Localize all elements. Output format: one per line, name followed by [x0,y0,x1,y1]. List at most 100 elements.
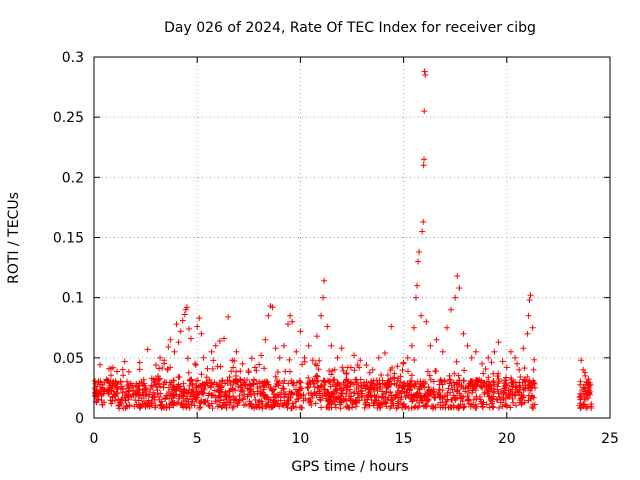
data-point [175,339,182,346]
data-point-noise [193,394,200,401]
data-point [216,337,223,344]
data-point [586,384,593,391]
data-point [276,354,283,361]
data-point-noise [374,380,381,387]
data-point-noise [390,402,397,409]
data-point-noise [222,402,229,409]
data-point-noise [188,390,195,397]
data-point-noise [529,401,536,408]
data-point-noise [317,396,324,403]
data-point-noise [587,391,594,398]
data-point-noise [312,400,319,407]
data-point [121,392,128,399]
data-point [258,352,265,359]
data-point [468,354,475,361]
data-point-noise [357,388,364,395]
data-point [305,342,312,349]
data-point-noise [347,386,354,393]
data-point-noise [482,382,489,389]
data-point-noise [142,391,149,398]
data-point [580,366,587,373]
data-point-noise [513,383,520,390]
data-point-noise [473,377,480,384]
data-point-noise [202,398,209,405]
data-point-noise [271,402,278,409]
data-point-noise [443,398,450,405]
data-point-noise [483,378,490,385]
data-point-noise [233,377,240,384]
data-point-noise [496,404,503,411]
data-point-noise [524,373,531,380]
data-point-noise [309,392,316,399]
data-point-noise [157,390,164,397]
data-point-noise [479,404,486,411]
data-point-noise [389,364,396,371]
data-point-noise [397,378,404,385]
data-point-noise [248,403,255,410]
data-point-noise [473,382,480,389]
data-point-noise [521,365,528,372]
data-point [357,357,364,364]
data-point-noise [170,377,177,384]
data-point [344,364,351,371]
data-point-noise [253,367,260,374]
data-point-noise [391,370,398,377]
data-point-noise [342,377,349,384]
data-point [212,342,219,349]
data-point-noise [479,403,486,410]
data-point-noise [274,369,281,376]
data-point-noise [512,379,519,386]
data-point-noise [497,399,504,406]
data-point [229,357,236,364]
data-point-noise [586,390,593,397]
data-point-noise [391,380,398,387]
data-point-noise [526,382,533,389]
data-point-noise [478,383,485,390]
data-marks [91,68,595,412]
data-point-noise [203,374,210,381]
data-point-noise [248,392,255,399]
data-point-noise [339,364,346,371]
data-point-noise [304,380,311,387]
data-point-noise [240,395,247,402]
data-point [400,359,407,366]
data-point-noise [331,376,338,383]
data-point-noise [332,404,339,411]
data-point-noise [333,389,340,396]
data-point-noise [495,390,502,397]
data-point [208,348,215,355]
data-point [233,348,240,355]
data-point-noise [194,377,201,384]
data-point-noise [326,367,333,374]
data-point-noise [439,386,446,393]
data-point-noise [342,395,349,402]
data-point [499,358,506,365]
data-point-noise [408,377,415,384]
data-point-noise [135,401,142,408]
data-point-noise [429,389,436,396]
data-point-noise [405,382,412,389]
data-point-noise [387,376,394,383]
data-point [363,362,370,369]
data-point [524,330,531,337]
data-point [421,68,428,75]
data-point-noise [430,378,437,385]
data-point-noise [495,376,502,383]
data-point-noise [383,389,390,396]
data-point-noise [265,399,272,406]
data-point-noise [158,398,165,405]
data-point-noise [401,388,408,395]
data-point-noise [518,401,525,408]
data-point-noise [325,389,332,396]
data-point [152,362,159,369]
data-point-noise [334,379,341,386]
data-point-noise [437,378,444,385]
data-point-noise [319,392,326,399]
data-point [328,342,335,349]
data-point-noise [245,391,252,398]
data-point-noise [470,402,477,409]
data-point-noise [494,383,501,390]
data-point-noise [488,359,495,366]
data-point [194,323,201,330]
data-point [285,321,292,328]
